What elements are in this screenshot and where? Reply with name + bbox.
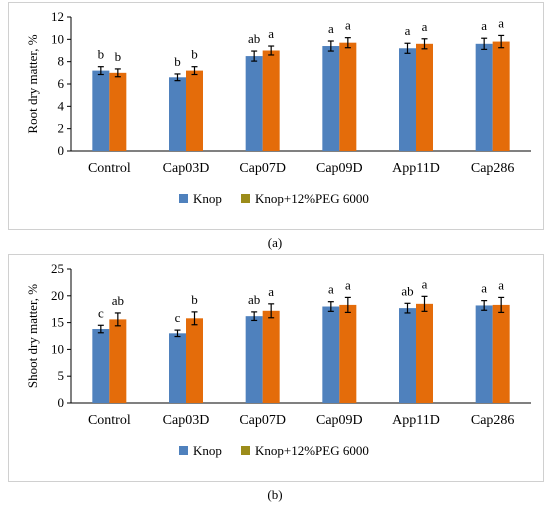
significance-letter: ab [401,283,413,298]
bar [339,304,357,403]
chart-panel-a: 0 2 4 6 8 10 12 Root dry matter, % b b Control b b Ca… [8,2,544,230]
x-tick-label: Cap286 [471,413,515,428]
significance-letter: a [405,23,411,38]
significance-letter: ab [248,292,260,307]
y-tick-label: 20 [51,288,64,303]
x-tick-label: App11D [392,413,440,428]
y-tick-label: 10 [51,31,64,46]
significance-letter: c [98,305,104,320]
bar [262,50,280,151]
legend-swatch [179,194,188,203]
significance-letter: a [422,19,428,34]
y-tick-label: 0 [58,395,65,410]
significance-letter: a [498,277,504,292]
legend-label: Knop+12%PEG 6000 [255,443,369,458]
bar [109,319,127,403]
bar [416,303,433,403]
significance-letter: a [328,21,334,36]
bar [186,318,203,403]
bar [186,70,203,151]
y-tick-label: 10 [51,341,64,356]
bar [399,48,416,152]
bar [399,308,416,403]
chart-panel-b: 0 5 10 15 20 25 Shoot dry matter, % c ab Control c… [8,254,544,482]
bar [92,70,110,151]
y-tick-label: 25 [51,261,64,276]
y-axis-label: Shoot dry matter, % [25,284,40,388]
significance-letter: a [345,277,351,292]
bar [322,46,340,151]
significance-letter: b [191,47,198,62]
x-tick-label: Cap03D [163,161,210,176]
bar [169,333,186,403]
y-tick-label: 4 [58,98,65,113]
significance-letter: b [191,292,198,307]
bar [492,304,510,403]
significance-letter: b [115,49,122,64]
significance-letter: ab [248,31,260,46]
legend-swatch [241,194,250,203]
significance-letter: a [498,15,504,30]
y-tick-label: 6 [58,76,65,91]
y-tick-label: 0 [58,143,65,158]
y-tick-label: 5 [58,368,65,383]
significance-letter: c [175,310,181,325]
legend-swatch [179,446,188,455]
x-tick-label: Cap09D [316,161,363,176]
panel-a-caption: (a) [267,235,283,250]
significance-letter: b [174,54,181,69]
y-axis-label: Root dry matter, % [25,34,40,133]
x-tick-label: Control [88,161,131,176]
significance-letter: a [345,18,351,33]
bar [109,72,127,151]
significance-letter: a [481,18,487,33]
significance-letter: a [328,282,334,297]
bar [475,43,493,151]
legend-label: Knop [193,191,222,206]
significance-letter: ab [112,293,124,308]
x-tick-label: Cap286 [471,161,515,176]
x-tick-label: App11D [392,161,440,176]
significance-letter: a [268,284,274,299]
bar [322,306,340,403]
x-tick-label: Control [88,413,131,428]
x-tick-label: Cap07D [239,161,286,176]
bar [339,42,357,151]
x-tick-label: Cap07D [239,413,286,428]
legend-label: Knop+12%PEG 6000 [255,191,369,206]
x-tick-label: Cap09D [316,413,363,428]
bar [416,43,433,151]
bar [245,56,263,152]
legend-swatch [241,446,250,455]
significance-letter: a [268,26,274,41]
y-tick-label: 15 [51,315,64,330]
panel-b-caption: (b) [267,487,283,502]
legend-label: Knop [193,443,222,458]
y-tick-label: 8 [58,54,65,69]
significance-letter: a [481,281,487,296]
bar [262,310,280,403]
significance-letter: b [98,47,105,62]
bar [475,305,493,403]
significance-letter: a [422,276,428,291]
bar [169,77,186,151]
bar [492,41,510,151]
bar [245,316,263,403]
bar [92,329,110,403]
y-tick-label: 12 [51,9,64,24]
x-tick-label: Cap03D [163,413,210,428]
y-tick-label: 2 [58,121,65,136]
